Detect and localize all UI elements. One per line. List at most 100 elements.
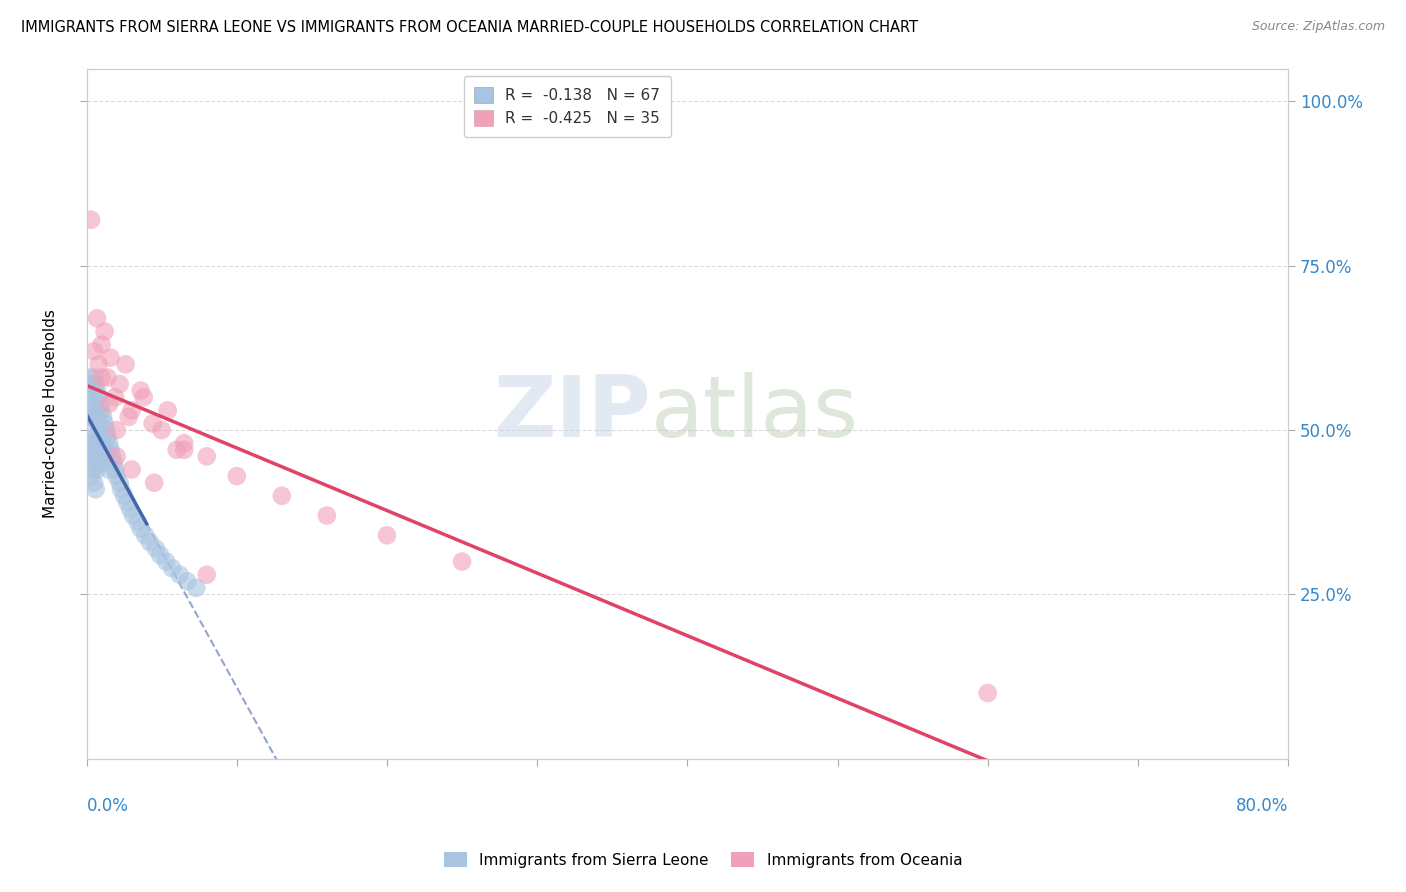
- Point: [169, 567, 191, 582]
- Point: [142, 417, 165, 431]
- Point: [225, 469, 247, 483]
- Point: [89, 397, 111, 411]
- Point: [94, 450, 117, 464]
- Point: [91, 409, 114, 424]
- Point: [98, 462, 121, 476]
- Point: [115, 495, 138, 509]
- Point: [80, 403, 103, 417]
- Point: [120, 502, 142, 516]
- Point: [195, 450, 218, 464]
- Point: [112, 489, 135, 503]
- Point: [86, 462, 108, 476]
- Point: [138, 534, 160, 549]
- Point: [101, 450, 124, 464]
- Point: [77, 436, 100, 450]
- Point: [84, 482, 107, 496]
- Point: [79, 409, 101, 424]
- Point: [156, 403, 179, 417]
- Point: [98, 436, 121, 450]
- Point: [103, 456, 125, 470]
- Point: [83, 370, 105, 384]
- Text: ZIP: ZIP: [494, 372, 651, 455]
- Point: [90, 456, 112, 470]
- Point: [87, 442, 110, 457]
- Point: [90, 337, 112, 351]
- Point: [166, 442, 188, 457]
- Point: [86, 311, 108, 326]
- Text: 0.0%: 0.0%: [87, 797, 128, 814]
- Point: [83, 475, 105, 490]
- Point: [84, 403, 107, 417]
- Point: [160, 561, 183, 575]
- Text: IMMIGRANTS FROM SIERRA LEONE VS IMMIGRANTS FROM OCEANIA MARRIED-COUPLE HOUSEHOLD: IMMIGRANTS FROM SIERRA LEONE VS IMMIGRAN…: [21, 20, 918, 35]
- Point: [94, 423, 117, 437]
- Point: [80, 469, 103, 483]
- Point: [121, 403, 143, 417]
- Point: [100, 442, 122, 457]
- Point: [97, 370, 120, 384]
- Point: [83, 423, 105, 437]
- Point: [149, 548, 172, 562]
- Point: [145, 541, 167, 556]
- Point: [173, 442, 195, 457]
- Point: [87, 417, 110, 431]
- Point: [976, 686, 998, 700]
- Point: [315, 508, 337, 523]
- Point: [108, 475, 131, 490]
- Point: [93, 442, 115, 457]
- Point: [122, 508, 145, 523]
- Point: [89, 450, 111, 464]
- Point: [82, 409, 104, 424]
- Point: [451, 555, 474, 569]
- Point: [173, 436, 195, 450]
- Point: [79, 450, 101, 464]
- Point: [84, 430, 107, 444]
- Point: [84, 377, 107, 392]
- Point: [90, 403, 112, 417]
- Point: [83, 450, 105, 464]
- Point: [143, 475, 166, 490]
- Point: [108, 377, 131, 392]
- Point: [83, 344, 105, 359]
- Point: [86, 409, 108, 424]
- Point: [84, 456, 107, 470]
- Point: [186, 581, 208, 595]
- Point: [117, 409, 139, 424]
- Legend: R =  -0.138   N = 67, R =  -0.425   N = 35: R = -0.138 N = 67, R = -0.425 N = 35: [464, 76, 671, 137]
- Text: Source: ZipAtlas.com: Source: ZipAtlas.com: [1251, 20, 1385, 33]
- Point: [87, 357, 110, 371]
- Point: [110, 482, 132, 496]
- Point: [155, 555, 177, 569]
- Point: [87, 390, 110, 404]
- Point: [90, 370, 112, 384]
- Point: [270, 489, 292, 503]
- Point: [89, 423, 111, 437]
- Legend: Immigrants from Sierra Leone, Immigrants from Oceania: Immigrants from Sierra Leone, Immigrants…: [437, 846, 969, 873]
- Point: [82, 384, 104, 398]
- Point: [375, 528, 398, 542]
- Point: [195, 567, 218, 582]
- Point: [93, 417, 115, 431]
- Point: [104, 390, 127, 404]
- Point: [104, 462, 127, 476]
- Point: [80, 212, 103, 227]
- Y-axis label: Married-couple Households: Married-couple Households: [44, 310, 58, 518]
- Point: [86, 436, 108, 450]
- Point: [82, 436, 104, 450]
- Point: [121, 462, 143, 476]
- Point: [114, 357, 136, 371]
- Point: [105, 423, 128, 437]
- Text: 80.0%: 80.0%: [1236, 797, 1288, 814]
- Point: [82, 462, 104, 476]
- Point: [176, 574, 198, 589]
- Point: [83, 397, 105, 411]
- Point: [97, 430, 120, 444]
- Point: [79, 370, 101, 384]
- Point: [77, 390, 100, 404]
- Point: [127, 515, 149, 529]
- Point: [80, 377, 103, 392]
- Point: [129, 522, 152, 536]
- Point: [86, 384, 108, 398]
- Point: [93, 325, 115, 339]
- Text: atlas: atlas: [651, 372, 859, 455]
